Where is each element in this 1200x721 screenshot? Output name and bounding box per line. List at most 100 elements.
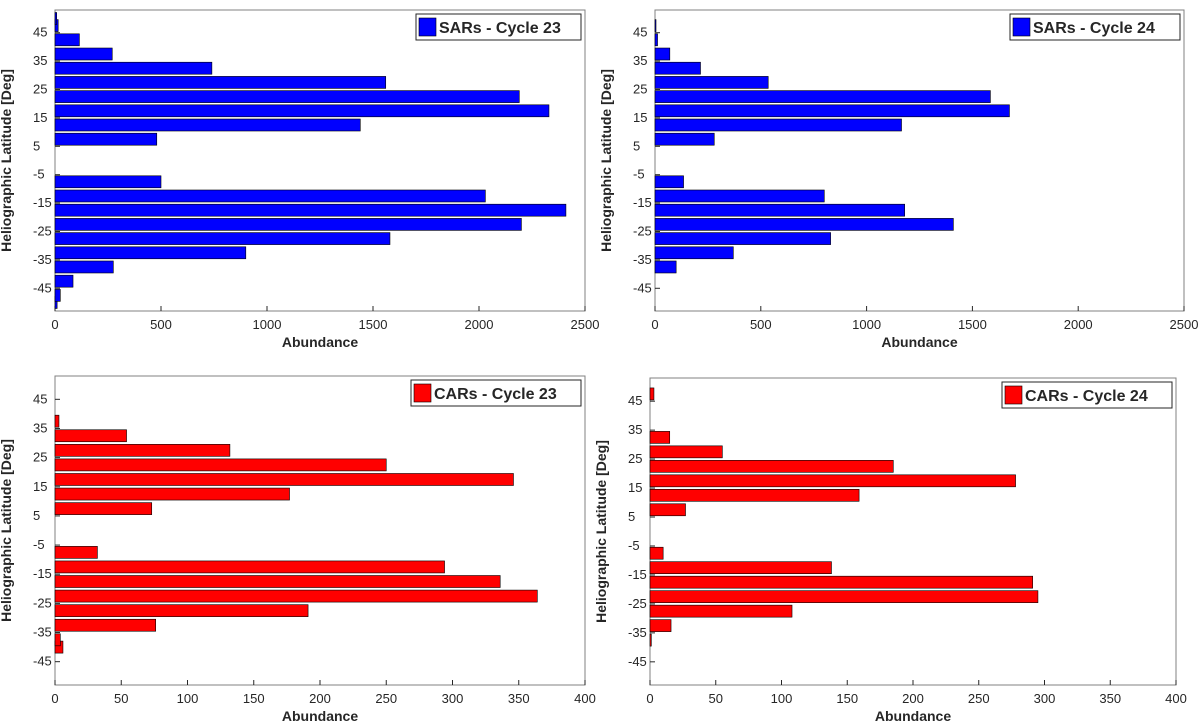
y-tick-label: -35	[33, 625, 52, 640]
x-tick-label: 1000	[253, 317, 282, 332]
legend-box	[1001, 381, 1173, 409]
x-tick-label: 2000	[1064, 317, 1093, 332]
legend-swatch	[413, 383, 432, 403]
bars	[654, 19, 1010, 274]
y-tick-label: -35	[628, 625, 647, 640]
legend-swatch	[418, 17, 437, 37]
bar	[54, 289, 61, 302]
plot-frame	[54, 375, 586, 686]
bar	[54, 444, 231, 457]
x-axis-label: Abundance	[875, 708, 951, 721]
y-tick-label: 45	[628, 393, 642, 408]
y-tick-label: 35	[33, 53, 47, 68]
panel-sars-cycle-24: 45 35 25 15 5 -5 -15 -25 -35 -45 0 500 1000 1500 2000…	[598, 9, 1198, 350]
x-tick-label: 0	[651, 317, 658, 332]
legend-box	[415, 13, 582, 41]
y-tick-label: 35	[33, 420, 47, 435]
panel-sars-cycle-23: 45 35 25 15 5 -5 -15 -25 -35 -45 0 500 1000 1500 2000…	[0, 9, 599, 350]
bar	[649, 474, 1016, 488]
y-tick-label: 15	[628, 480, 642, 495]
panel-cars-cycle-23: 45 35 25 15 5 -5 -15 -25 -35 -45 0 50 100 150 200 250 3…	[0, 375, 596, 721]
y-tick-label: -45	[33, 280, 52, 295]
legend-swatch	[1004, 385, 1023, 405]
bar	[54, 274, 74, 288]
y-tick-label: -25	[628, 596, 647, 611]
bar	[654, 118, 902, 132]
bars	[649, 387, 1039, 647]
plot-frame	[654, 9, 1185, 312]
y-tick-label: -15	[633, 195, 652, 210]
bar	[649, 561, 832, 575]
x-tick-label: 300	[442, 691, 464, 706]
y-tick-labels: 45 35 25 15 5 -5 -15 -25 -35 -45	[33, 25, 60, 295]
bar	[649, 590, 1039, 603]
x-axis-label: Abundance	[282, 334, 358, 350]
bar	[54, 589, 538, 603]
y-tick-label: 25	[33, 82, 47, 97]
bar	[649, 633, 652, 647]
bar	[649, 488, 860, 502]
x-tick-label: 500	[150, 317, 172, 332]
x-tick-label: 200	[309, 691, 331, 706]
legend-label: SARs - Cycle 24	[1033, 20, 1155, 37]
x-tick-label: 0	[646, 691, 653, 706]
y-tick-label: -45	[628, 654, 647, 669]
x-axis-label: Abundance	[282, 708, 358, 721]
x-tick-labels: 0 500 1000 1500 2000 2500	[51, 306, 599, 332]
bar	[54, 76, 387, 89]
bar	[54, 118, 361, 132]
y-tick-label: -15	[628, 567, 647, 582]
bar	[54, 429, 127, 443]
x-tick-label: 150	[243, 691, 265, 706]
x-tick-label: 400	[574, 691, 596, 706]
x-tick-labels: 0 50 100 150 200 250 300 350 400	[646, 680, 1187, 706]
y-tick-label: 5	[33, 508, 40, 523]
bar	[649, 619, 672, 632]
bar	[54, 487, 290, 501]
bar	[654, 175, 684, 189]
bar	[654, 189, 825, 203]
x-tick-label: 2500	[571, 317, 600, 332]
legend-box	[410, 379, 582, 407]
x-tick-label: 50	[114, 691, 128, 706]
bar	[54, 61, 213, 75]
bar	[54, 618, 156, 632]
x-tick-label: 0	[51, 691, 58, 706]
bar	[654, 104, 1010, 118]
bar	[649, 431, 671, 444]
y-tick-labels: 45 35 25 15 5 -5 -15 -25 -35 -45	[628, 393, 655, 669]
x-tick-label: 250	[968, 691, 990, 706]
y-tick-label: -5	[33, 537, 45, 552]
bar	[54, 90, 520, 103]
x-tick-label: 100	[771, 691, 793, 706]
bars	[54, 414, 538, 654]
legend: SARs - Cycle 23	[415, 13, 582, 41]
y-tick-label: -45	[33, 654, 52, 669]
x-tick-label: 100	[177, 691, 199, 706]
x-tick-label: 350	[1099, 691, 1121, 706]
y-tick-labels: 45 35 25 15 5 -5 -15 -25 -35 -45	[33, 391, 60, 669]
y-tick-label: -15	[33, 566, 52, 581]
bar	[649, 575, 1033, 589]
legend-box	[1009, 13, 1181, 41]
bar	[54, 189, 486, 203]
bar	[54, 12, 57, 25]
bar	[654, 260, 677, 274]
y-tick-label: 35	[633, 53, 647, 68]
y-tick-label: 5	[33, 138, 40, 153]
y-tick-label: 25	[628, 451, 642, 466]
bar	[54, 414, 60, 428]
bar	[54, 260, 114, 274]
bar	[54, 175, 162, 189]
x-tick-label: 150	[836, 691, 858, 706]
legend-label: CARs - Cycle 24	[1025, 388, 1148, 405]
x-tick-label: 1500	[359, 317, 388, 332]
bar	[54, 104, 550, 118]
y-tick-label: -5	[628, 538, 640, 553]
y-tick-label: 25	[33, 450, 47, 465]
bar	[54, 546, 98, 559]
bar	[54, 458, 387, 472]
bar	[54, 232, 391, 245]
bar	[54, 246, 247, 260]
x-tick-labels: 0 50 100 150 200 250 300 350 400	[51, 680, 596, 706]
